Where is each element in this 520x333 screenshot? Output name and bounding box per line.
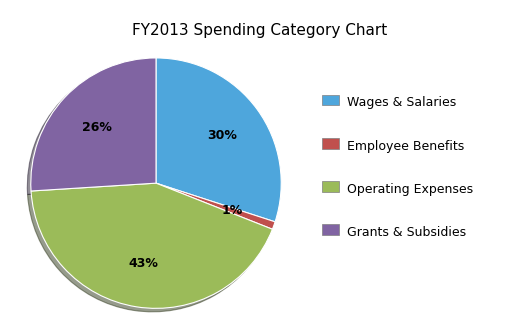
Wedge shape	[31, 58, 156, 191]
Text: Wages & Salaries: Wages & Salaries	[347, 96, 456, 109]
Text: 30%: 30%	[207, 129, 237, 142]
Wedge shape	[31, 183, 272, 308]
FancyBboxPatch shape	[322, 224, 339, 235]
Text: Operating Expenses: Operating Expenses	[347, 183, 473, 196]
Text: 1%: 1%	[222, 204, 243, 217]
Text: 26%: 26%	[82, 121, 112, 134]
Text: Grants & Subsidies: Grants & Subsidies	[347, 226, 466, 239]
Text: FY2013 Spending Category Chart: FY2013 Spending Category Chart	[133, 23, 387, 38]
Wedge shape	[156, 58, 281, 222]
Text: Employee Benefits: Employee Benefits	[347, 140, 464, 153]
Wedge shape	[156, 183, 275, 229]
FancyBboxPatch shape	[322, 95, 339, 105]
FancyBboxPatch shape	[322, 138, 339, 149]
FancyBboxPatch shape	[322, 181, 339, 192]
Text: 43%: 43%	[128, 257, 158, 270]
